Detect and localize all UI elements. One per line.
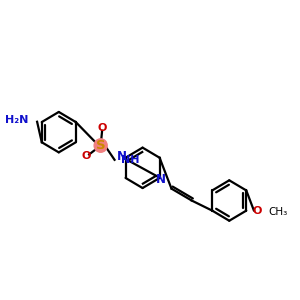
Text: NH: NH bbox=[121, 155, 140, 165]
Circle shape bbox=[93, 138, 108, 153]
Text: N: N bbox=[156, 173, 166, 186]
Text: N: N bbox=[117, 150, 127, 163]
Text: H₂N: H₂N bbox=[5, 115, 28, 125]
Text: O: O bbox=[82, 151, 91, 161]
Text: O: O bbox=[98, 123, 107, 133]
Text: S: S bbox=[96, 139, 106, 152]
Text: CH₃: CH₃ bbox=[268, 207, 287, 218]
Text: O: O bbox=[252, 206, 261, 216]
